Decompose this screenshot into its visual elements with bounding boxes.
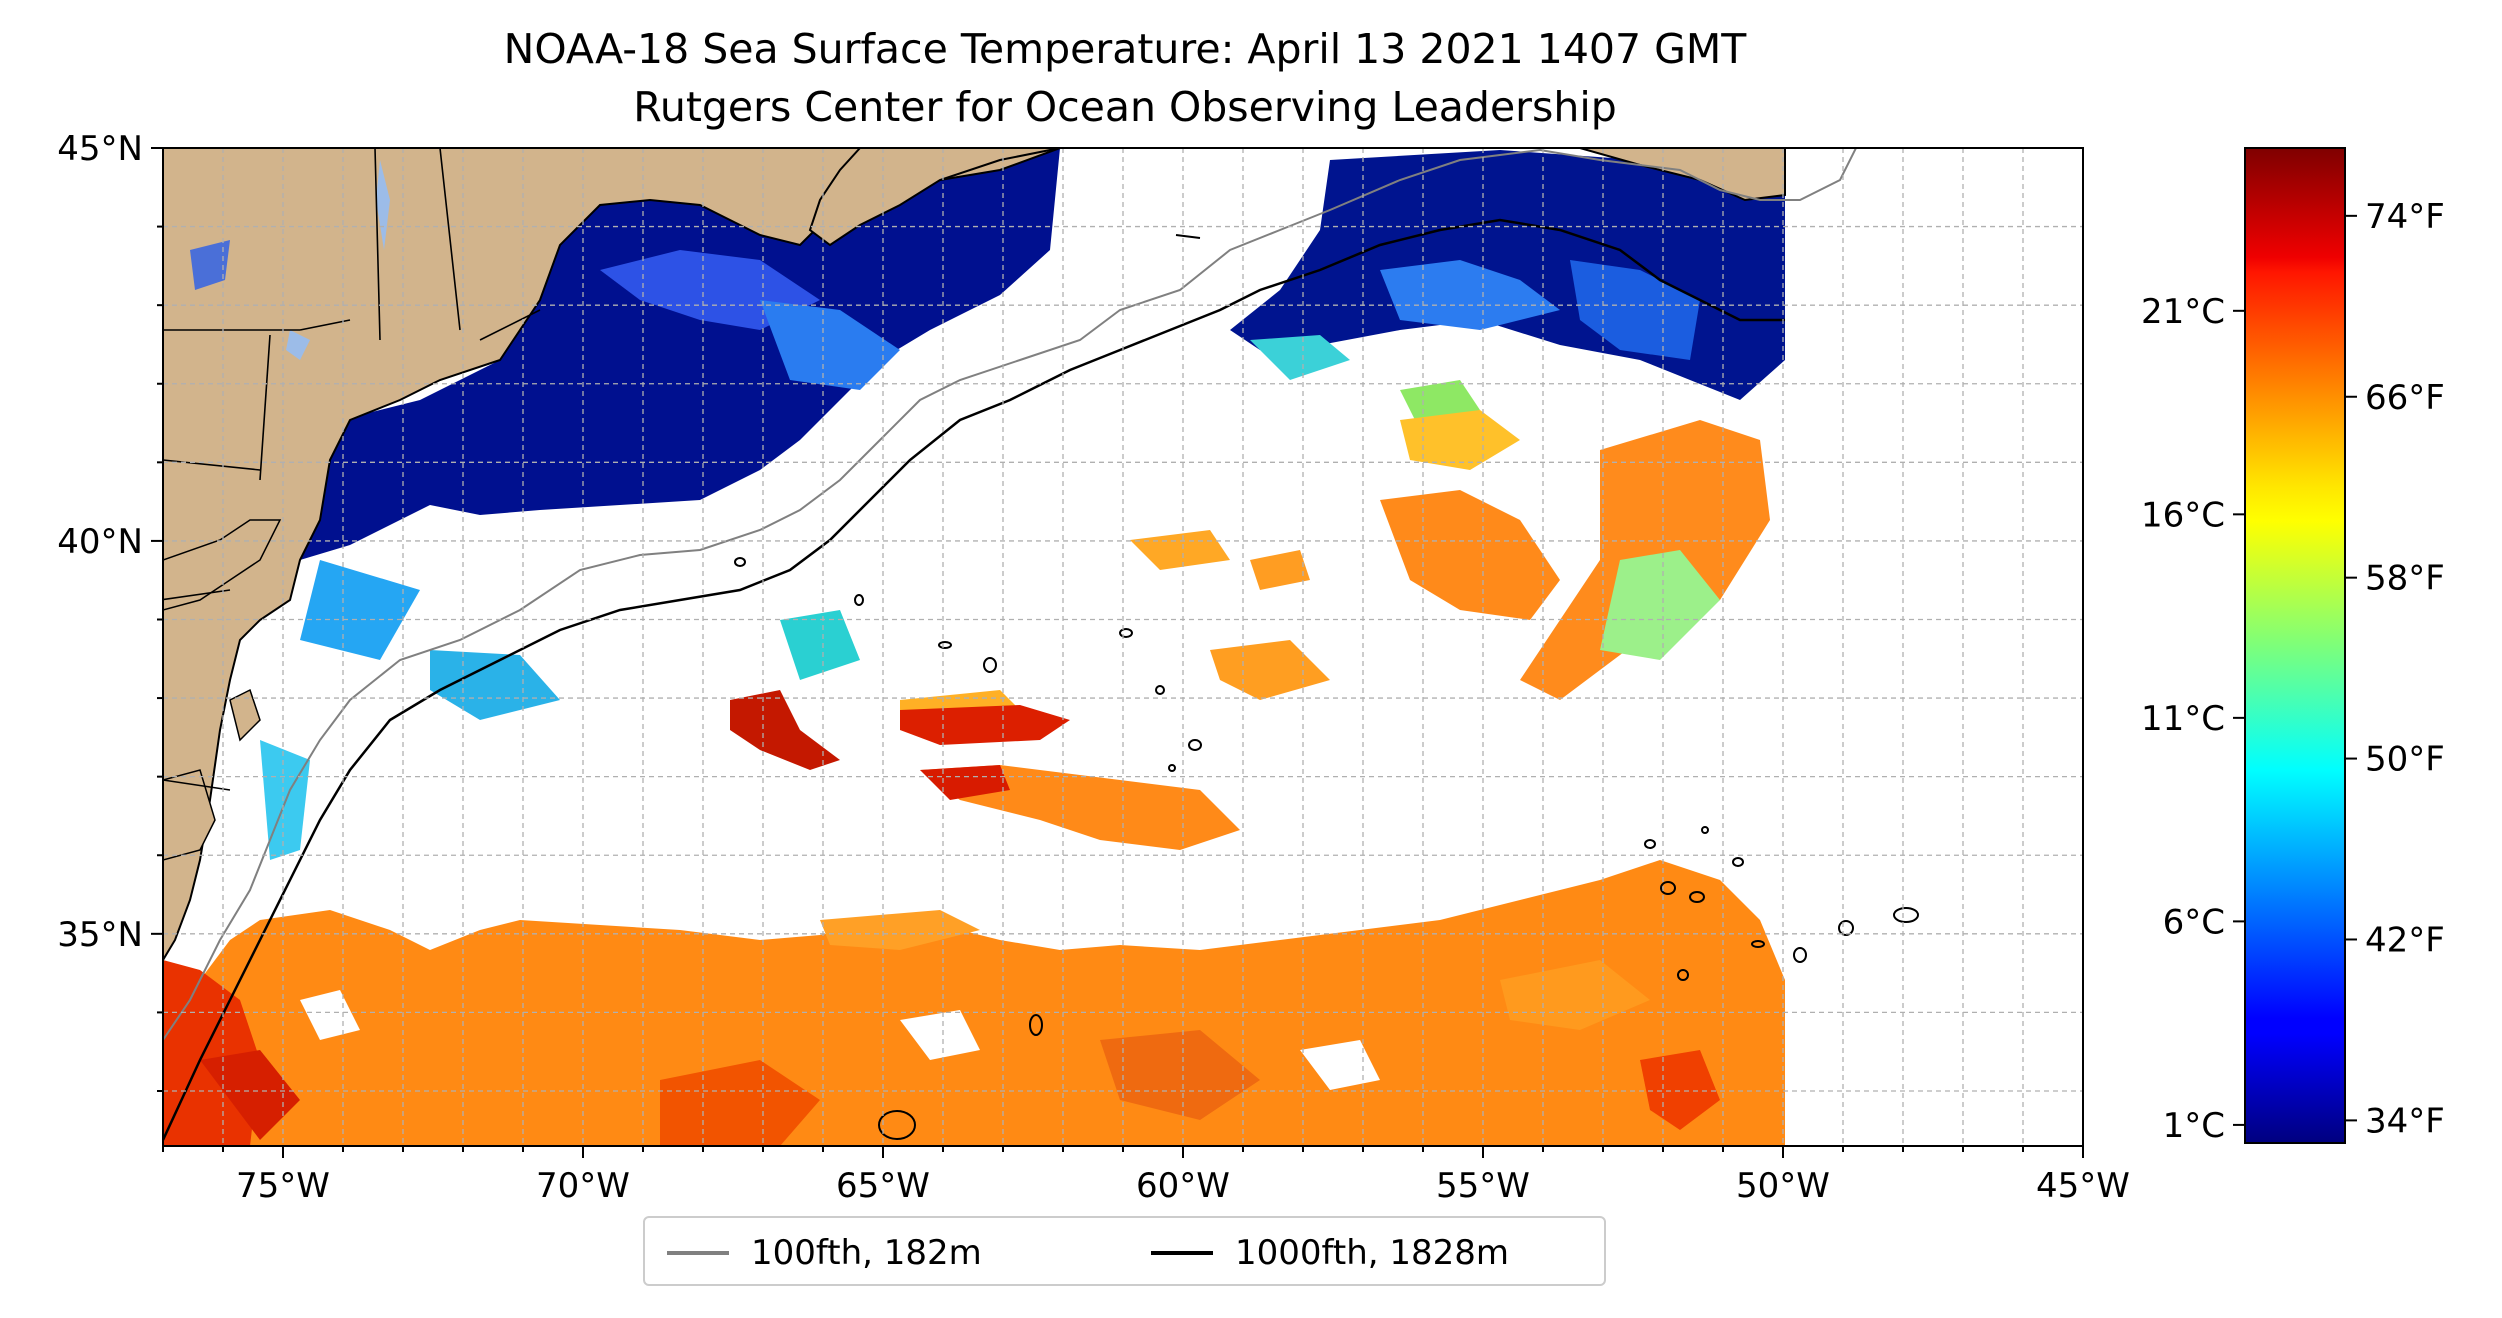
isobath-1000fth [163, 218, 1785, 1141]
colorbar-c-label: 16°C [2141, 495, 2225, 535]
x-tick-label: 75°W [236, 1166, 330, 1206]
y-tick-label: 45°N [57, 129, 143, 169]
x-tick-label: 50°W [1736, 1166, 1830, 1206]
legend-label-1000fth: 1000fth, 1828m [1235, 1233, 1510, 1273]
colorbar-f-label: 50°F [2365, 740, 2445, 780]
colorbar-f-label: 74°F [2365, 197, 2445, 237]
isobath-100fth [163, 148, 1858, 1041]
legend-label-100fth: 100fth, 182m [751, 1233, 982, 1273]
figure-title: NOAA-18 Sea Surface Temperature: April 1… [503, 25, 1747, 73]
x-tick-label: 60°W [1136, 1166, 1230, 1206]
colorbar-f-label: 42°F [2365, 920, 2445, 960]
colorbar-c-label: 11°C [2141, 699, 2225, 739]
legend-swatch-black [1151, 1251, 1213, 1255]
seamount-contours [734, 234, 1919, 1140]
y-tick-label: 35°N [57, 915, 143, 955]
colorbar-c-label: 6°C [2163, 902, 2225, 942]
state-borders [163, 148, 541, 791]
sst-cold-shelf-water [170, 148, 1060, 860]
map-axis-ticks: 75°W 70°W 65°W 60°W 55°W 50°W 45°W 35°N 40°N 45°N [57, 129, 2130, 1206]
map-gridlines [163, 148, 2083, 1146]
colorbar-f-label: 58°F [2365, 559, 2445, 599]
colorbar-f-label: 66°F [2365, 378, 2445, 418]
x-tick-label: 70°W [536, 1166, 630, 1206]
x-tick-label: 45°W [2036, 1166, 2130, 1206]
lake [286, 330, 310, 360]
colorbar-gradient [2245, 148, 2345, 1143]
colorbar-c-label: 1°C [2163, 1106, 2225, 1146]
sst-warm-southern-waters [163, 860, 1785, 1146]
y-tick-label: 40°N [57, 522, 143, 562]
legend-item-100fth: 100fth, 182m [667, 1231, 982, 1275]
isobath-legend: 100fth, 182m 1000fth, 1828m [643, 1216, 1606, 1286]
land-mass [163, 148, 1786, 961]
colorbar-ticks: 34°F 42°F 50°F 58°F 66°F 74°F 1°C 6°C 11°C 16°C 21… [2141, 197, 2445, 1146]
x-tick-label: 55°W [1436, 1166, 1530, 1206]
colorbar-c-label: 21°C [2141, 292, 2225, 332]
sst-mid-patches [780, 410, 1770, 740]
lake [376, 160, 390, 250]
x-tick-label: 65°W [836, 1166, 930, 1206]
colorbar: 34°F 42°F 50°F 58°F 66°F 74°F 1°C 6°C 11°C 16°C 21… [2141, 147, 2445, 1146]
legend-swatch-gray [667, 1251, 729, 1255]
colorbar-f-label: 34°F [2365, 1101, 2445, 1141]
sst-cold-offshore-band [1230, 150, 1785, 430]
legend-item-1000fth: 1000fth, 1828m [1151, 1231, 1509, 1275]
map-area [163, 148, 2083, 1146]
figure-subtitle: Rutgers Center for Ocean Observing Leade… [633, 83, 1617, 131]
colorbar-frame [2244, 147, 2346, 1144]
